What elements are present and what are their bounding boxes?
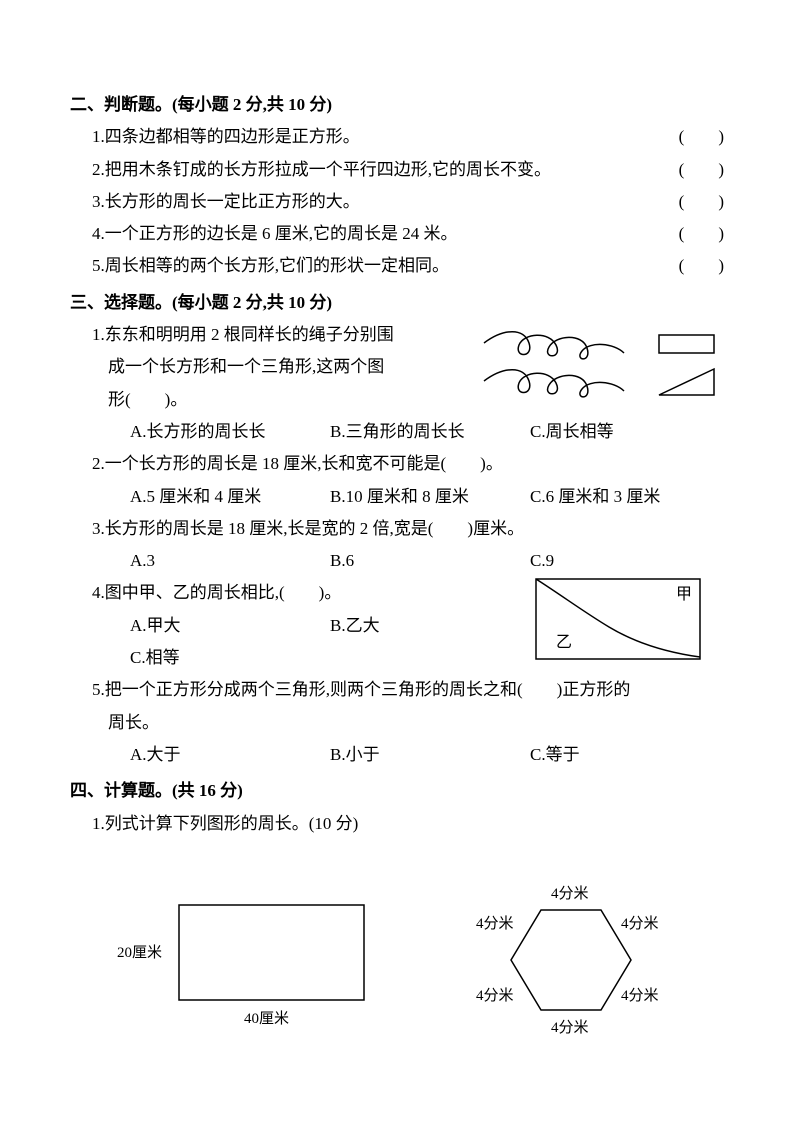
hexagon-icon: 4分米 4分米 4分米 4分米 4分米 4分米 bbox=[456, 870, 686, 1050]
q3-1-optA: A.长方形的周长长 bbox=[130, 416, 330, 448]
q3-1-optC: C.周长相等 bbox=[530, 416, 724, 448]
q3-3-optB: B.6 bbox=[330, 545, 530, 577]
rect-height-label: 20厘米 bbox=[117, 944, 162, 961]
q4-1: 1.列式计算下列图形的周长。(10 分) bbox=[70, 808, 724, 840]
q2-1-paren: ( ) bbox=[669, 121, 724, 153]
rect-width-label: 40厘米 bbox=[244, 1010, 289, 1027]
q3-5-line2: 周长。 bbox=[92, 707, 724, 739]
yi-label: 乙 bbox=[556, 634, 572, 651]
q2-1-text: 1.四条边都相等的四边形是正方形。 bbox=[92, 121, 360, 153]
q2-4-paren: ( ) bbox=[669, 218, 724, 250]
q2-3-paren: ( ) bbox=[669, 186, 724, 218]
q3-2-optB: B.10 厘米和 8 厘米 bbox=[330, 481, 530, 513]
hex-label-tl: 4分米 bbox=[476, 915, 514, 932]
rectangle-icon: 20厘米 40厘米 bbox=[109, 885, 379, 1035]
q2-5: 5.周长相等的两个长方形,它们的形状一定相同。 ( ) bbox=[70, 250, 724, 282]
q3-1-optB: B.三角形的周长长 bbox=[330, 416, 530, 448]
section-3-header: 三、选择题。(每小题 2 分,共 10 分) bbox=[70, 287, 724, 319]
q2-5-text: 5.周长相等的两个长方形,它们的形状一定相同。 bbox=[92, 250, 449, 282]
q4-1-text: 1.列式计算下列图形的周长。(10 分) bbox=[92, 808, 724, 840]
hex-label-tr: 4分米 bbox=[621, 915, 659, 932]
rope-shapes-icon bbox=[474, 323, 724, 403]
q3-2-optC: C.6 厘米和 3 厘米 bbox=[530, 481, 724, 513]
q3-4-optC: C.相等 bbox=[130, 642, 330, 674]
q2-2-paren: ( ) bbox=[669, 154, 724, 186]
q3-4-optB: B.乙大 bbox=[330, 610, 530, 642]
hex-label-bl: 4分米 bbox=[476, 987, 514, 1004]
q3-5: 5.把一个正方形分成两个三角形,则两个三角形的周长之和( )正方形的 周长。 A… bbox=[70, 674, 724, 771]
q2-2: 2.把用木条钉成的长方形拉成一个平行四边形,它的周长不变。 ( ) bbox=[70, 154, 724, 186]
q3-3-optC: C.9 bbox=[530, 545, 724, 577]
q3-5-optA: A.大于 bbox=[130, 739, 330, 771]
q3-3-text: 3.长方形的周长是 18 厘米,长是宽的 2 倍,宽是( )厘米。 bbox=[92, 513, 724, 545]
q3-5-optC: C.等于 bbox=[530, 739, 724, 771]
q2-5-paren: ( ) bbox=[669, 250, 724, 282]
q3-2: 2.一个长方形的周长是 18 厘米,长和宽不可能是( )。 A.5 厘米和 4 … bbox=[70, 448, 724, 513]
q3-4-optA: A.甲大 bbox=[130, 610, 330, 642]
q2-3: 3.长方形的周长一定比正方形的大。 ( ) bbox=[70, 186, 724, 218]
hex-label-top: 4分米 bbox=[551, 885, 589, 902]
section-4-header: 四、计算题。(共 16 分) bbox=[70, 775, 724, 807]
section-2-header: 二、判断题。(每小题 2 分,共 10 分) bbox=[70, 89, 724, 121]
q3-3-optA: A.3 bbox=[130, 545, 330, 577]
q3-2-optA: A.5 厘米和 4 厘米 bbox=[130, 481, 330, 513]
q3-2-text: 2.一个长方形的周长是 18 厘米,长和宽不可能是( )。 bbox=[92, 448, 724, 480]
q3-3: 3.长方形的周长是 18 厘米,长是宽的 2 倍,宽是( )厘米。 A.3 B.… bbox=[70, 513, 724, 578]
q3-5-line1: 5.把一个正方形分成两个三角形,则两个三角形的周长之和( )正方形的 bbox=[92, 674, 724, 706]
jia-label: 甲 bbox=[676, 586, 692, 603]
hex-label-br: 4分米 bbox=[621, 987, 659, 1004]
q2-4-text: 4.一个正方形的边长是 6 厘米,它的周长是 24 米。 bbox=[92, 218, 458, 250]
q3-5-optB: B.小于 bbox=[330, 739, 530, 771]
hex-label-bottom: 4分米 bbox=[551, 1019, 589, 1036]
rectangle-figure: 20厘米 40厘米 bbox=[109, 885, 379, 1046]
q2-3-text: 3.长方形的周长一定比正方形的大。 bbox=[92, 186, 360, 218]
hexagon-figure: 4分米 4分米 4分米 4分米 4分米 4分米 bbox=[456, 870, 686, 1061]
q2-4: 4.一个正方形的边长是 6 厘米,它的周长是 24 米。 ( ) bbox=[70, 218, 724, 250]
figures-row: 20厘米 40厘米 4分米 4分米 4分米 4分米 4分米 4分米 bbox=[70, 870, 724, 1061]
q3-4: 甲 乙 4.图中甲、乙的周长相比,( )。 A.甲大 B.乙大 C.相等 bbox=[70, 577, 724, 674]
q3-1: 1.东东和明明用 2 根同样长的绳子分别围 成一个长方形和一个三角形,这两个图 … bbox=[70, 319, 724, 448]
q2-2-text: 2.把用木条钉成的长方形拉成一个平行四边形,它的周长不变。 bbox=[92, 154, 551, 186]
jia-yi-diagram-icon: 甲 乙 bbox=[534, 577, 704, 667]
q2-1: 1.四条边都相等的四边形是正方形。 ( ) bbox=[70, 121, 724, 153]
